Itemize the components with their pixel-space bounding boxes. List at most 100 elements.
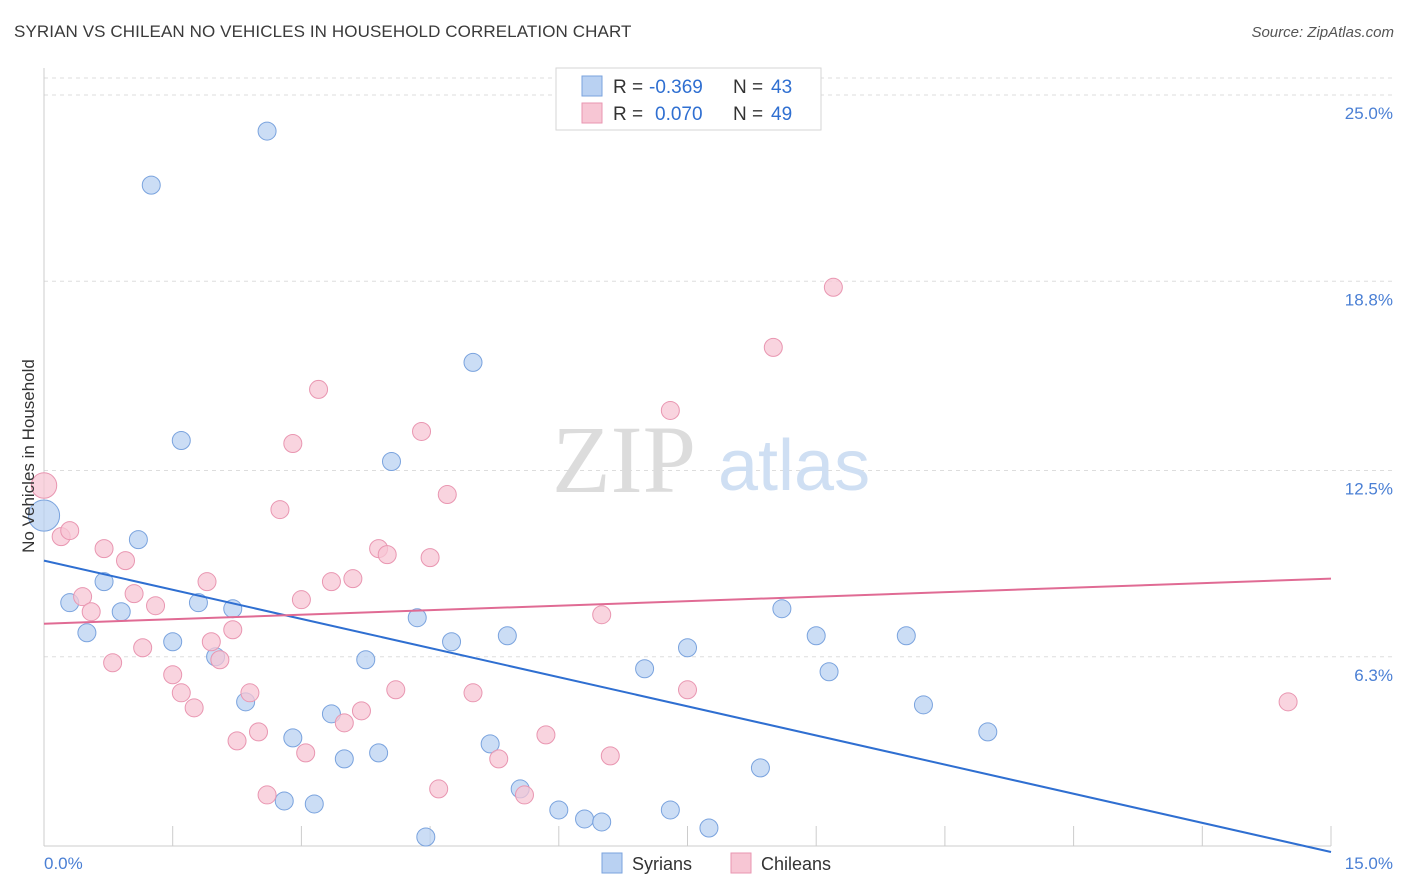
y-tick-label: 12.5% — [1345, 480, 1393, 499]
chileans-point — [600, 746, 620, 766]
chileans-point — [291, 590, 311, 610]
y-tick-labels: 6.3% 12.5% 18.8% 25.0% — [1345, 104, 1393, 685]
syrians-point — [750, 758, 770, 778]
chileans-point — [257, 785, 277, 805]
chileans-point — [309, 379, 329, 399]
syrians-point — [356, 650, 376, 670]
syrians-legend-swatch — [581, 75, 603, 97]
series-legend: Syrians Chileans — [601, 852, 831, 874]
chileans-n-value: 49 — [771, 104, 792, 125]
y-tick-label: 25.0% — [1345, 104, 1393, 123]
chileans-point — [223, 620, 243, 640]
syrians-point — [369, 743, 389, 763]
syrians-point — [592, 812, 612, 832]
syrians-point — [896, 626, 916, 646]
y-tick-label: 18.8% — [1345, 290, 1393, 309]
x-ticks — [43, 826, 1332, 846]
syrians-point — [94, 572, 114, 592]
chileans-point — [116, 551, 136, 571]
syrians-point — [257, 121, 277, 141]
stats-legend: R = -0.369 N = 43 R = 0.070 N = 49 — [555, 67, 822, 131]
syrians-point — [660, 800, 680, 820]
chileans-point — [30, 472, 58, 499]
chileans-n-label: N = — [733, 104, 763, 125]
syrians-point — [163, 632, 183, 652]
syrians-points — [27, 121, 998, 847]
syrians-point — [304, 794, 324, 814]
syrians-point — [699, 818, 719, 838]
chileans-point — [386, 680, 406, 700]
syrians-point — [913, 695, 933, 715]
chileans-point — [420, 548, 440, 568]
chileans-points — [30, 277, 1298, 805]
syrians-point — [381, 452, 401, 472]
chileans-point — [489, 749, 509, 769]
chileans-point — [514, 785, 534, 805]
y-axis-label: No Vehicles in Household — [19, 359, 38, 553]
syrians-point — [321, 704, 341, 724]
trend-lines — [43, 559, 1332, 853]
chileans-point — [184, 698, 204, 718]
syrians-point — [772, 599, 792, 619]
chileans-point — [660, 400, 680, 420]
chileans-point — [296, 743, 316, 763]
chileans-point — [429, 779, 449, 799]
syrians-point — [77, 623, 97, 643]
syrians-point — [575, 809, 595, 829]
chileans-point — [197, 572, 217, 592]
chileans-point — [103, 653, 123, 673]
watermark-zip: ZIP — [552, 406, 696, 513]
chileans-point — [343, 569, 363, 589]
syrians-point — [416, 827, 436, 847]
syrians-point — [334, 749, 354, 769]
chileans-point — [146, 596, 166, 616]
chileans-point — [81, 602, 101, 622]
syrians-point — [463, 352, 483, 372]
syrians-point — [978, 722, 998, 742]
syrians-point — [27, 499, 61, 532]
syrians-point — [819, 662, 839, 682]
chileans-legend-swatch — [581, 102, 603, 124]
syrians-series-label: Syrians — [632, 854, 692, 874]
x-tick-label-max: 15.0% — [1345, 854, 1393, 873]
chileans-point — [463, 683, 483, 703]
syrians-point — [283, 728, 303, 748]
syrians-point — [635, 659, 655, 679]
chileans-r-value: 0.070 — [655, 104, 703, 125]
syrians-n-value: 43 — [771, 77, 792, 98]
syrians-series-swatch — [601, 852, 623, 874]
chileans-point — [412, 421, 432, 441]
syrians-point — [497, 626, 517, 646]
y-tick-label: 6.3% — [1354, 666, 1393, 685]
syrians-point — [128, 530, 148, 550]
chileans-point — [227, 731, 247, 751]
chileans-point — [163, 665, 183, 685]
syrians-point — [806, 626, 826, 646]
chileans-trend-line — [43, 577, 1332, 625]
syrians-point — [111, 602, 131, 622]
grid-lines — [44, 77, 1393, 658]
syrians-trend-line — [43, 559, 1332, 853]
chileans-series-swatch — [730, 852, 752, 874]
chileans-point — [377, 545, 397, 565]
x-tick-label-min: 0.0% — [44, 854, 83, 873]
chileans-point — [249, 722, 268, 742]
syrians-point — [407, 608, 427, 628]
chileans-point — [321, 572, 341, 592]
chileans-point — [592, 605, 612, 625]
source-label: Source: ZipAtlas.com — [1251, 24, 1394, 41]
chileans-point — [763, 337, 783, 357]
watermark: ZIP atlas — [552, 406, 870, 513]
chart-title: SYRIAN VS CHILEAN NO VEHICLES IN HOUSEHO… — [14, 22, 632, 41]
chileans-point — [94, 539, 114, 559]
chileans-point — [823, 277, 843, 297]
chileans-point — [210, 650, 230, 670]
chileans-point — [133, 638, 153, 658]
chileans-point — [73, 587, 93, 607]
chileans-point — [60, 521, 80, 541]
chileans-point — [351, 701, 371, 721]
chileans-point — [283, 433, 303, 453]
chileans-point — [270, 500, 290, 520]
chileans-point — [240, 683, 260, 703]
